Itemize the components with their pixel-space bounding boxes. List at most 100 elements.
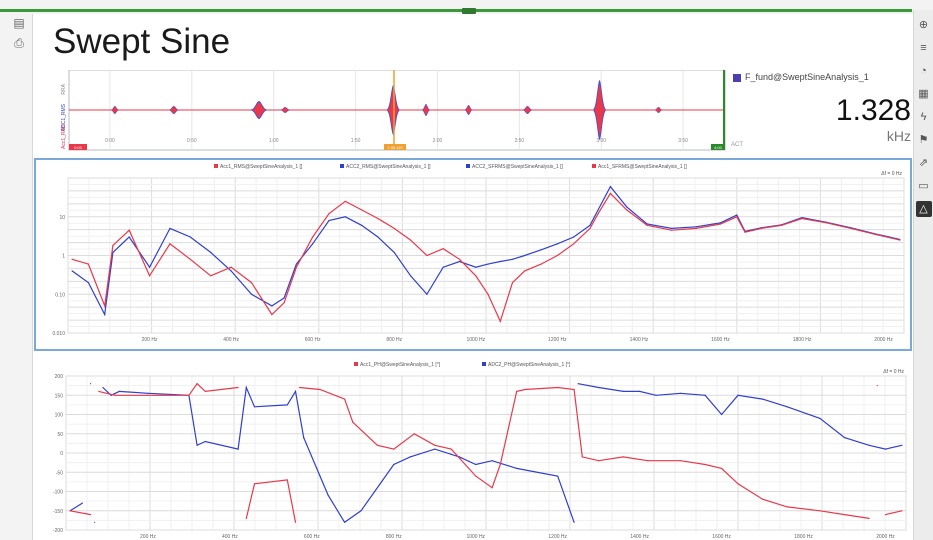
data-point bbox=[475, 275, 477, 277]
magnitude-chart[interactable]: Acc1_RMS@SweptSineAnalysis_1 [] ACC2_RMS@… bbox=[34, 158, 912, 351]
data-point bbox=[516, 390, 518, 392]
data-point bbox=[721, 467, 723, 469]
y-tick-label: 10 bbox=[59, 215, 65, 221]
data-point bbox=[189, 236, 191, 238]
readout-label: F_fund@SweptSineAnalysis_1 bbox=[745, 72, 869, 82]
data-point bbox=[598, 460, 600, 462]
overview-burst-red bbox=[280, 107, 291, 113]
legend-entry[interactable]: ADC2_PH@SweptSineAnalysis_1 [°] bbox=[488, 362, 571, 368]
overview-burst-red bbox=[387, 88, 400, 132]
data-point bbox=[204, 390, 206, 392]
data-point bbox=[230, 270, 232, 272]
vehicle-icon[interactable]: ▭ bbox=[918, 180, 929, 192]
top-drag-handle[interactable] bbox=[462, 8, 476, 14]
data-point bbox=[556, 254, 558, 257]
data-point bbox=[245, 517, 247, 520]
legend-swatch bbox=[482, 362, 486, 366]
gauge-icon[interactable]: ◔ bbox=[920, 65, 927, 77]
x-tick-label: 2000 Hz bbox=[874, 337, 893, 343]
legend-entry[interactable]: Acc1_PH@SweptSineAnalysis_1 [°] bbox=[360, 362, 441, 368]
data-point bbox=[118, 390, 120, 392]
data-point bbox=[499, 260, 501, 263]
layers-icon[interactable]: ▤ bbox=[13, 16, 25, 30]
data-point bbox=[87, 263, 89, 265]
warning-icon[interactable]: △ bbox=[915, 201, 932, 217]
data-point bbox=[148, 275, 151, 277]
left-toolbar: ▤ ⎙ bbox=[8, 10, 30, 70]
trigger-icon[interactable]: ϟ bbox=[920, 111, 927, 123]
data-point bbox=[344, 216, 346, 218]
phase-svg[interactable]: Acc1_PH@SweptSineAnalysis_1 [°] ADC2_PH@S… bbox=[34, 358, 912, 540]
data-point bbox=[719, 222, 722, 224]
overview-x-tick: 2:00 bbox=[433, 138, 443, 144]
data-point bbox=[695, 227, 697, 230]
data-point bbox=[188, 394, 190, 396]
y-tick-label: -100 bbox=[53, 490, 63, 496]
list-icon[interactable]: ≡ bbox=[920, 42, 927, 54]
legend-entry[interactable]: ACC2_RMS@SweptSineAnalysis_1 [] bbox=[346, 164, 431, 170]
legend-entry[interactable]: Acc1_RMS@SweptSineAnalysis_1 [] bbox=[220, 164, 303, 170]
overview-x-tick: 3:50 bbox=[678, 138, 688, 144]
data-point bbox=[499, 463, 501, 466]
overview-burst-red bbox=[110, 106, 119, 114]
data-point bbox=[298, 386, 301, 389]
data-point bbox=[573, 388, 575, 391]
data-point bbox=[622, 456, 624, 458]
frequency-readout: F_fund@SweptSineAnalysis_1 1.328 kHz bbox=[733, 72, 911, 162]
data-point bbox=[295, 266, 297, 268]
x-tick-label: 2000 Hz bbox=[876, 534, 895, 540]
magnitude-svg[interactable]: Acc1_RMS@SweptSineAnalysis_1 [] ACC2_RMS@… bbox=[36, 160, 910, 349]
overview-y-label: ADC1_RMS bbox=[61, 103, 67, 131]
data-point bbox=[328, 219, 330, 222]
data-point bbox=[196, 383, 198, 385]
data-point bbox=[609, 192, 611, 195]
data-point bbox=[294, 521, 297, 523]
print-icon[interactable]: ⎙ bbox=[14, 36, 24, 50]
data-point bbox=[719, 223, 722, 225]
flag-icon[interactable]: ⚑ bbox=[918, 134, 929, 146]
data-point bbox=[487, 293, 489, 295]
target-icon[interactable]: ⊕ bbox=[918, 19, 929, 31]
data-point bbox=[450, 448, 452, 450]
y-tick-label: -200 bbox=[53, 528, 63, 534]
data-point bbox=[573, 243, 575, 245]
data-point bbox=[680, 460, 682, 462]
overview-burst-red bbox=[421, 104, 430, 116]
data-point bbox=[294, 390, 297, 392]
data-point bbox=[169, 227, 171, 230]
data-point bbox=[475, 475, 477, 477]
data-point bbox=[761, 398, 764, 400]
data-point bbox=[189, 258, 191, 260]
data-point bbox=[286, 479, 288, 481]
x-tick-label: 1600 Hz bbox=[712, 534, 731, 540]
data-point bbox=[128, 236, 130, 238]
data-point bbox=[319, 475, 321, 477]
data-point bbox=[393, 227, 395, 230]
data-point bbox=[409, 456, 411, 458]
data-point bbox=[524, 388, 526, 391]
overview-start-label: 0:00 bbox=[74, 145, 83, 150]
overview-x-tick: 1:50 bbox=[351, 138, 361, 144]
x-tick-label: 800 Hz bbox=[386, 337, 402, 343]
data-point bbox=[670, 229, 673, 231]
phase-chart[interactable]: Acc1_PH@SweptSineAnalysis_1 [°] ADC2_PH@S… bbox=[34, 358, 912, 540]
overview-recorder[interactable]: RRA ADC1_RMS Acc1_RMS 0:00 0:50 1:00 1:50 2:00… bbox=[47, 69, 727, 152]
x-tick-label: 600 Hz bbox=[304, 534, 320, 540]
data-point bbox=[597, 209, 599, 211]
data-point bbox=[899, 239, 901, 241]
data-point bbox=[377, 217, 379, 220]
data-point bbox=[843, 437, 846, 439]
overview-cursor-marker[interactable] bbox=[384, 144, 406, 150]
x-tick-label: 400 Hz bbox=[223, 337, 239, 343]
data-point bbox=[112, 245, 114, 247]
right-toolbar: ⊕ ≡ ◔ ▦ ϟ ⚑ ⇗ ▭ △ bbox=[913, 10, 933, 540]
report-icon[interactable]: ▦ bbox=[918, 88, 929, 100]
overview-x-ticks: 0:00 0:50 1:00 1:50 2:00 2:50 3:00 3:50 bbox=[105, 138, 688, 144]
export-icon[interactable]: ⇗ bbox=[918, 157, 929, 169]
x-tick-label: 1400 Hz bbox=[630, 337, 649, 343]
legend-entry[interactable]: ACC2_SFRMS@SweptSineAnalysis_1 [] bbox=[472, 164, 564, 170]
data-point bbox=[104, 305, 106, 307]
overview-y-label: Acc1_RMS bbox=[61, 123, 67, 149]
legend-entry[interactable]: Acc1_SFRMS@SweptSineAnalysis_1 [] bbox=[598, 164, 687, 170]
